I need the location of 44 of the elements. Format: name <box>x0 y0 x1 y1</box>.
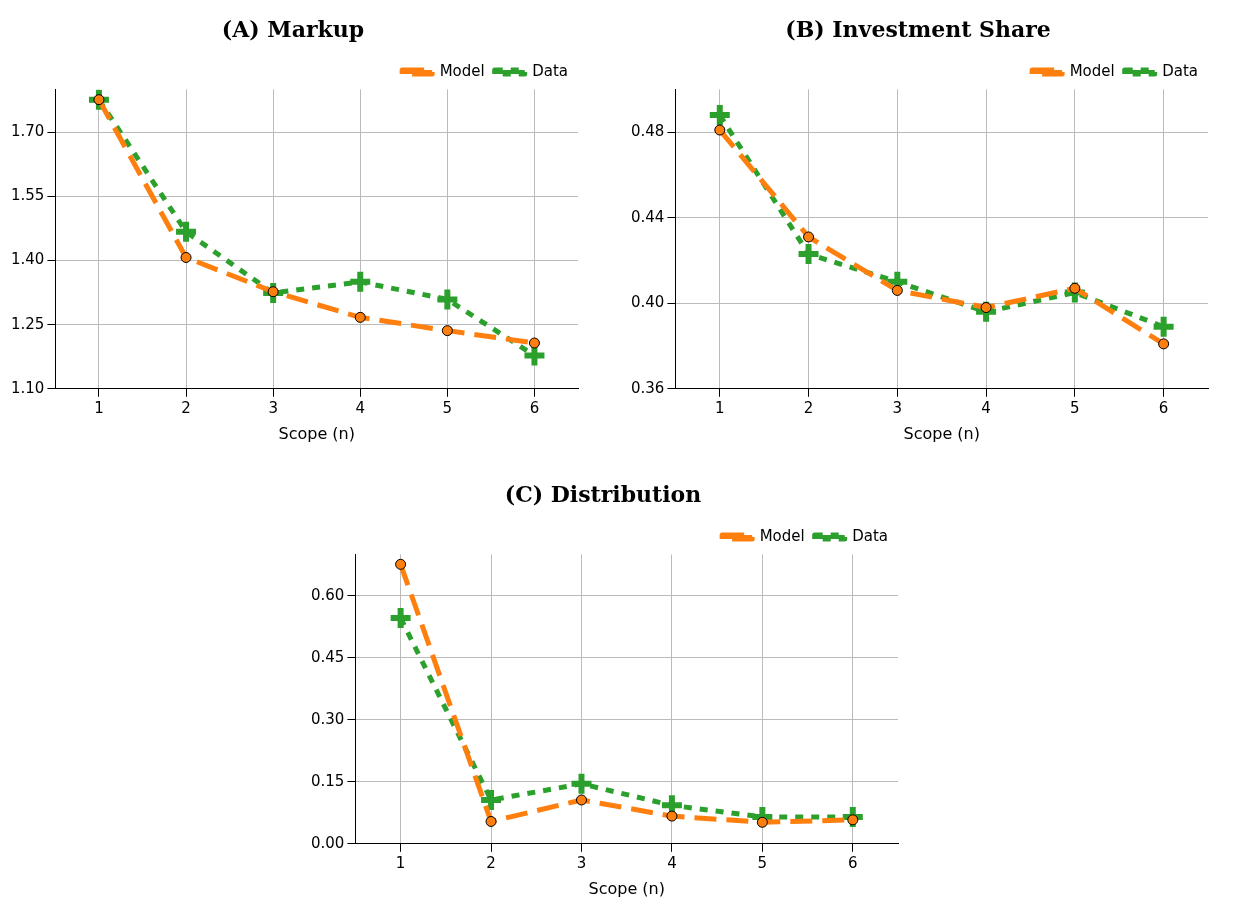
x-tick-label: 3 <box>892 398 903 417</box>
y-tick-label: 0.45 <box>310 647 345 666</box>
chart-title: (B) Investment Share <box>785 15 1051 42</box>
x-tick-label: 1 <box>94 398 104 417</box>
x-axis-title: Scope (n) <box>903 423 980 443</box>
chart-title: (C) Distribution <box>504 480 702 507</box>
chart-title: (A) Markup <box>221 15 365 42</box>
y-tick-label: 1.10 <box>10 378 45 397</box>
y-tick-label: 0.30 <box>310 709 345 728</box>
legend-label: Data <box>852 526 889 545</box>
y-tick-label: 0.36 <box>630 378 665 397</box>
y-tick-label: 1.25 <box>10 314 45 333</box>
legend-label: Model <box>439 61 485 80</box>
y-tick-label: 1.55 <box>10 186 45 205</box>
x-tick-label: 6 <box>1158 398 1169 417</box>
y-tick-label: 0.48 <box>630 122 665 141</box>
x-tick-label: 4 <box>355 398 366 417</box>
x-tick-label: 4 <box>981 398 991 417</box>
y-tick-label: 0.40 <box>630 293 665 312</box>
legend-label: Model <box>1069 61 1115 80</box>
legend-label: Data <box>1162 61 1199 80</box>
x-tick-label: 6 <box>848 853 858 872</box>
x-tick-label: 2 <box>803 398 814 417</box>
x-tick-label: 1 <box>715 398 725 417</box>
y-tick-label: 0.44 <box>630 207 665 226</box>
y-tick-label: 1.40 <box>10 250 45 269</box>
y-tick-label: 1.70 <box>10 122 45 141</box>
x-tick-label: 2 <box>181 398 191 417</box>
x-tick-label: 5 <box>1070 398 1080 417</box>
legend-label: Model <box>759 526 805 545</box>
x-tick-label: 4 <box>667 853 677 872</box>
x-tick-label: 1 <box>395 853 406 872</box>
x-tick-label: 5 <box>757 853 768 872</box>
x-axis-title: Scope (n) <box>278 423 355 443</box>
x-tick-label: 6 <box>529 398 540 417</box>
x-tick-label: 2 <box>486 853 496 872</box>
y-tick-label: 0.00 <box>310 833 345 852</box>
x-tick-label: 5 <box>442 398 453 417</box>
x-tick-label: 3 <box>576 853 587 872</box>
y-tick-label: 0.15 <box>310 771 345 790</box>
legend-label: Data <box>532 61 569 80</box>
x-tick-label: 3 <box>268 398 278 417</box>
x-axis-title: Scope (n) <box>588 878 665 898</box>
y-tick-label: 0.60 <box>310 585 345 604</box>
